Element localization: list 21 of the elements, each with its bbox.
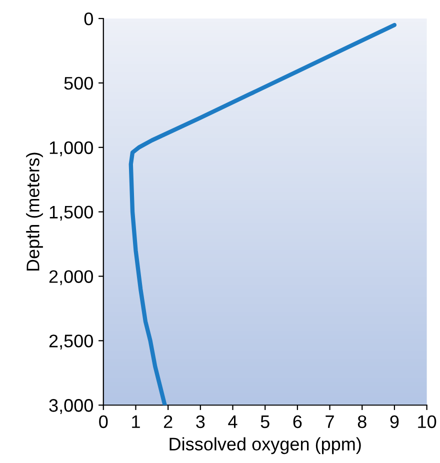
y-tick-label: 3,000: [49, 399, 93, 414]
x-axis-title: Dissolved oxygen (ppm): [170, 437, 361, 454]
y-tick-label: 1,500: [50, 206, 93, 221]
x-tick-label: 5: [260, 416, 270, 428]
y-axis-title: Depth (meters): [26, 152, 43, 271]
x-tick-label: 8: [358, 415, 366, 428]
x-tick-label: 2: [164, 415, 172, 428]
x-tick-label: 0: [99, 415, 108, 428]
x-tick-label: 9: [390, 415, 399, 428]
x-tick-label: 1: [132, 416, 140, 428]
y-tick-label: 2,000: [49, 270, 93, 286]
y-tick-label: 0: [84, 12, 93, 26]
x-tick-label: 6: [293, 415, 302, 428]
x-tick-label: 7: [326, 416, 334, 428]
x-tick-label: 10: [418, 415, 436, 428]
y-tick-label: 1,000: [50, 141, 93, 156]
line-series: [128, 22, 397, 406]
x-tick-label: 3: [196, 415, 205, 428]
x-tick-label: 4: [228, 416, 238, 428]
y-tick-label: 500: [64, 76, 93, 90]
y-tick-label: 2,500: [49, 334, 93, 350]
